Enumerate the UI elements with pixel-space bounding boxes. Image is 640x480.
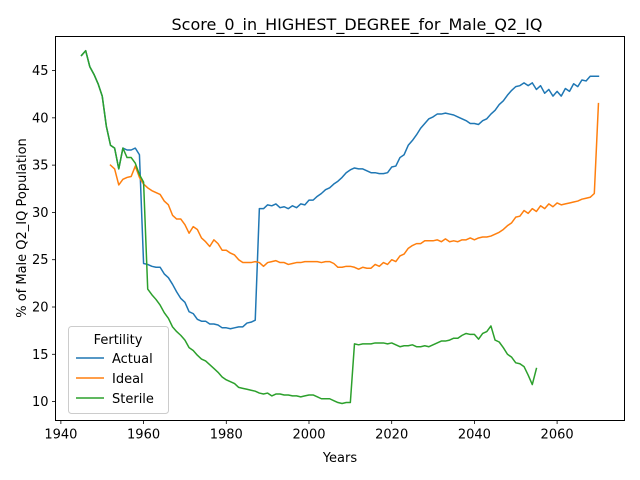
legend-title: Fertility: [94, 333, 143, 348]
x-tick-label: 1940: [44, 428, 77, 443]
legend-label-sterile: Sterile: [112, 392, 154, 407]
x-tick-label: 2060: [541, 428, 574, 443]
x-axis-label: Years: [322, 451, 358, 466]
x-tick-label: 2020: [375, 428, 408, 443]
y-tick-label: 20: [32, 301, 49, 316]
chart-title: Score_0_in_HIGHEST_DEGREE_for_Male_Q2_IQ: [172, 15, 543, 35]
y-axis-label: % of Male Q2_IQ Population: [15, 138, 30, 318]
x-tick-label: 1980: [210, 428, 243, 443]
y-tick-label: 30: [32, 206, 49, 221]
y-tick-label: 35: [32, 159, 49, 174]
legend-label-ideal: Ideal: [112, 372, 144, 387]
x-tick-label: 2000: [292, 428, 325, 443]
y-tick-label: 15: [32, 348, 49, 363]
y-tick-label: 40: [32, 111, 49, 126]
y-tick-label: 45: [32, 64, 49, 79]
x-tick-label: 2040: [458, 428, 491, 443]
x-tick-label: 1960: [127, 428, 160, 443]
y-tick-label: 25: [32, 253, 49, 268]
legend: Fertility Actual Ideal Sterile: [69, 327, 169, 414]
legend-label-actual: Actual: [112, 352, 153, 367]
y-tick-label: 10: [32, 395, 49, 410]
